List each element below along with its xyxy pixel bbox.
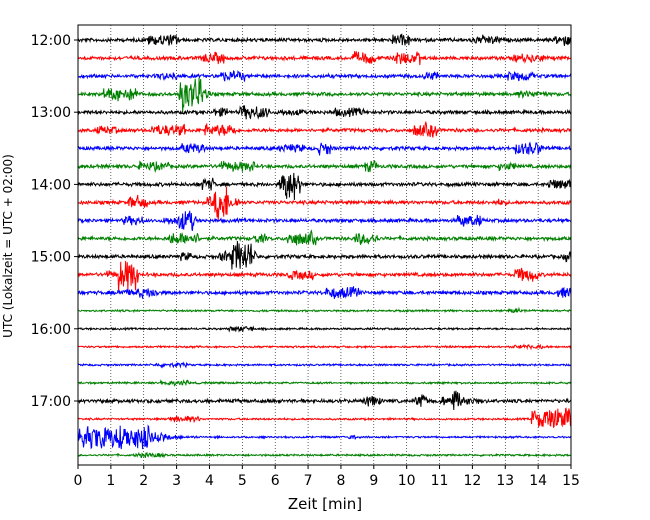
y-axis-ticks: 12:00 13:00 14:00 15:00 16:00 17:00: [31, 33, 78, 410]
trace-1500: [77, 241, 572, 270]
trace-1315: [77, 120, 572, 138]
x-tick-label: 6: [271, 473, 280, 489]
trace-1215: [77, 51, 572, 66]
y-tick-label: 13:00: [31, 105, 71, 121]
trace-1330: [77, 141, 572, 156]
trace-1730: [77, 424, 572, 450]
x-tick-label: 5: [238, 473, 247, 489]
y-tick-label: 15:00: [31, 250, 71, 266]
trace-1630: [77, 361, 572, 369]
trace-1700: [77, 390, 572, 411]
x-tick-label: 12: [463, 473, 481, 489]
trace-1715: [77, 407, 572, 429]
x-tick-label: 15: [562, 473, 580, 489]
trace-1530: [77, 286, 572, 299]
x-tick-label: 7: [304, 473, 313, 489]
trace-1400: [77, 172, 572, 201]
trace-1345: [77, 159, 572, 173]
trace-1430: [77, 210, 572, 231]
y-tick-label: 16:00: [31, 322, 71, 338]
x-tick-label: 10: [398, 473, 416, 489]
y-tick-label: 14:00: [31, 177, 71, 193]
x-tick-label: 13: [496, 473, 514, 489]
trace-1515: [77, 260, 572, 291]
trace-1745: [77, 451, 572, 459]
plot-frame: [77, 24, 572, 466]
y-tick-label: 17:00: [31, 394, 71, 410]
x-tick-label: 11: [431, 473, 449, 489]
x-tick-label: 1: [106, 473, 115, 489]
trace-1230: [77, 69, 572, 82]
x-tick-label: 0: [74, 473, 83, 489]
x-tick-label: 3: [172, 473, 181, 489]
trace-1545: [78, 306, 572, 314]
trace-1445: [77, 229, 572, 246]
x-tick-label: 4: [205, 473, 214, 489]
trace-1300: [77, 105, 572, 120]
trace-1415: [77, 186, 572, 221]
trace-1245: [77, 77, 572, 113]
y-tick-label: 12:00: [31, 33, 71, 49]
seismogram-traces: [77, 33, 572, 459]
x-tick-label: 14: [529, 473, 547, 489]
trace-1645: [77, 379, 572, 387]
x-axis-label: Zeit [min]: [288, 495, 362, 513]
x-tick-label: 8: [336, 473, 345, 489]
trace-1200: [77, 33, 572, 46]
vertical-gridlines: [110, 25, 539, 465]
y-axis-label: UTC (Lokalzeit = UTC + 02:00): [1, 154, 15, 338]
x-axis-ticks: 0 1 2 3 4 5 6 7 8 9 10 11 12 13 14 15: [74, 465, 580, 489]
x-tick-label: 2: [139, 473, 148, 489]
trace-1600: [77, 325, 572, 333]
trace-1615: [77, 343, 572, 351]
x-tick-label: 9: [369, 473, 378, 489]
